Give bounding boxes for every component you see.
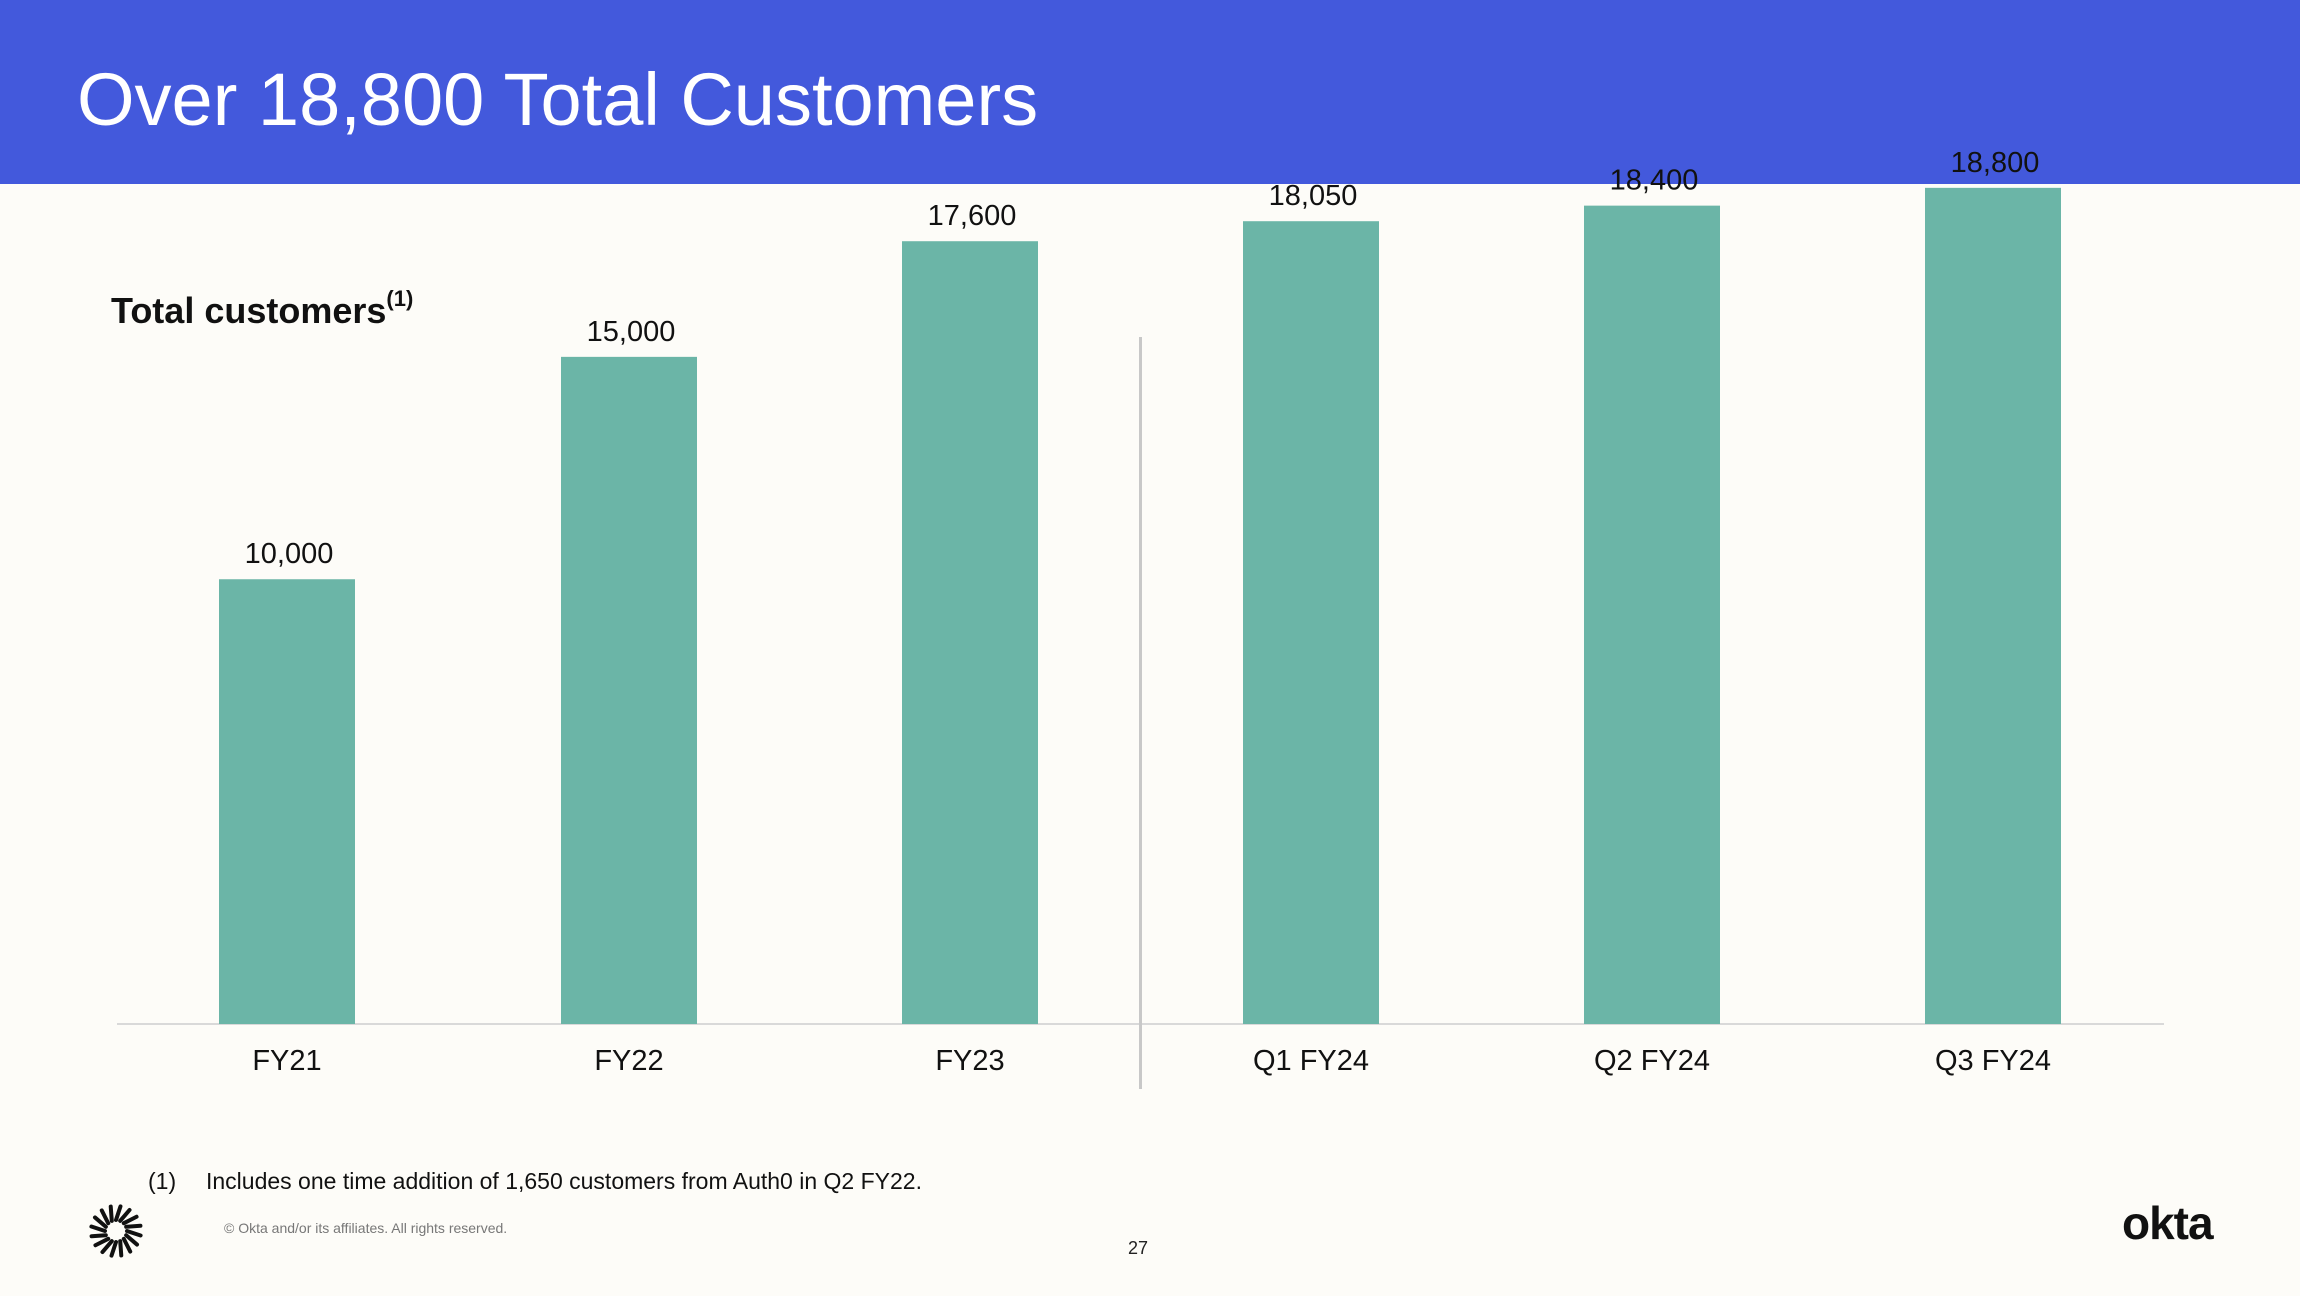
title-banner: Over 18,800 Total Customers (0, 0, 2300, 184)
data-label: 18,400 (1610, 165, 1699, 197)
sunburst-ray (118, 1239, 124, 1258)
data-label: 15,000 (587, 316, 676, 348)
bar-fy22 (561, 356, 697, 1024)
data-label: 18,800 (1951, 147, 2040, 179)
sunburst-ray (125, 1229, 143, 1238)
page-number: 27 (1128, 1238, 1149, 1258)
sunburst-ray (121, 1236, 133, 1254)
chart-title-text: Total customers (111, 290, 387, 331)
data-label: 18,050 (1269, 180, 1358, 212)
sunburst-ray (109, 1240, 118, 1258)
sunburst-ray (99, 1208, 111, 1226)
x-tick-label: FY23 (935, 1045, 1004, 1077)
x-tick-label: Q1 FY24 (1253, 1045, 1369, 1077)
okta-logo: okta (2122, 1197, 2214, 1249)
bar-q1-fy24 (1243, 221, 1379, 1024)
chart-title: Total customers(1) (111, 286, 413, 332)
x-tick-label: Q2 FY24 (1594, 1045, 1710, 1077)
bar-fy21 (219, 579, 355, 1024)
okta-sunburst-icon (88, 1203, 144, 1264)
page-title: Over 18,800 Total Customers (77, 58, 1039, 141)
footnote-text: Includes one time addition of 1,650 cust… (206, 1168, 922, 1194)
sunburst-ray (124, 1233, 140, 1247)
sunburst-ray (108, 1204, 114, 1223)
sunburst-ray (93, 1236, 111, 1248)
data-label: 10,000 (245, 538, 334, 570)
sunburst-ray (92, 1215, 108, 1229)
footnote-marker: (1) (148, 1168, 177, 1194)
x-tick-label: Q3 FY24 (1935, 1045, 2051, 1077)
sunburst-ray (124, 1223, 143, 1229)
sunburst-ray (89, 1224, 107, 1233)
x-tick-label: FY21 (252, 1045, 321, 1077)
sunburst-ray (89, 1233, 108, 1239)
sunburst-ray (121, 1214, 139, 1226)
bar-q3-fy24 (1925, 187, 2061, 1024)
bar-fy23 (902, 241, 1038, 1024)
copyright-text: © Okta and/or its affiliates. All rights… (224, 1220, 508, 1236)
data-label: 17,600 (928, 200, 1017, 232)
sunburst-ray (118, 1207, 132, 1223)
x-tick-label: FY22 (594, 1045, 663, 1077)
chart-title-superscript: (1) (386, 286, 414, 311)
bar-q2-fy24 (1584, 205, 1720, 1025)
sunburst-ray (114, 1204, 123, 1222)
sunburst-ray (100, 1239, 114, 1255)
